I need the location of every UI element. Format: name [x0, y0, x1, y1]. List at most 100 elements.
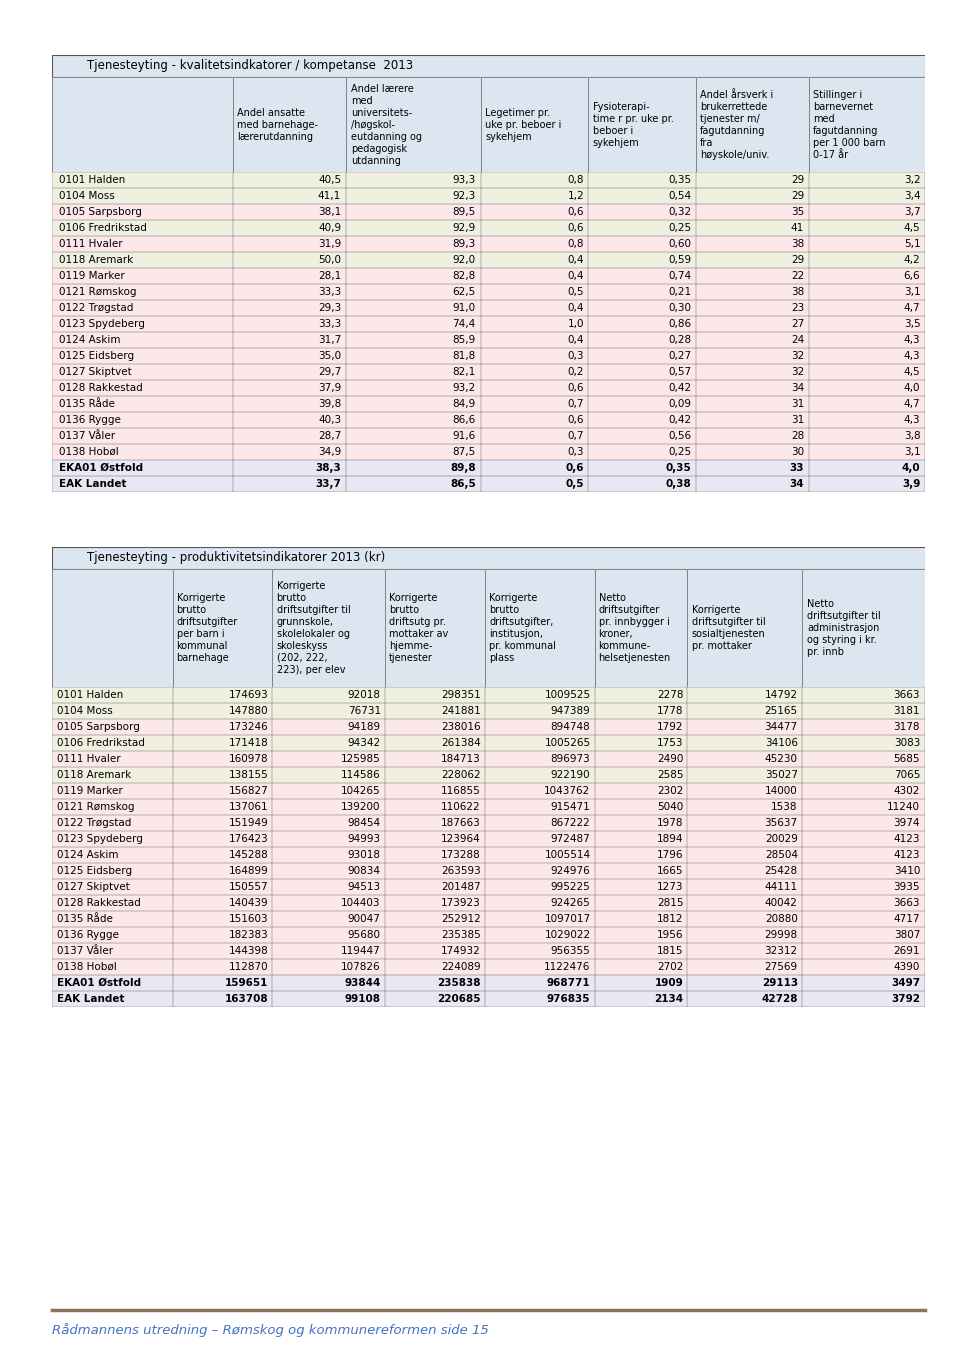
Text: 3663: 3663: [894, 690, 920, 701]
Text: 28,7: 28,7: [318, 431, 341, 440]
Text: 45230: 45230: [765, 753, 798, 764]
Text: 1097017: 1097017: [544, 915, 590, 924]
Text: 1005265: 1005265: [544, 738, 590, 748]
Text: 0136 Rygge: 0136 Rygge: [60, 415, 121, 425]
Text: 82,8: 82,8: [452, 271, 476, 280]
Text: 40,9: 40,9: [318, 224, 341, 233]
Text: 0,8: 0,8: [567, 175, 584, 186]
Text: 89,5: 89,5: [452, 207, 476, 217]
Text: 220685: 220685: [438, 995, 481, 1004]
Text: 6,6: 6,6: [903, 271, 921, 280]
Text: 0,4: 0,4: [567, 304, 584, 313]
Text: 3497: 3497: [891, 978, 920, 988]
Text: 20880: 20880: [765, 915, 798, 924]
Text: Tjenesteyting - kvalitetsindkatorer / kompetanse  2013: Tjenesteyting - kvalitetsindkatorer / ko…: [87, 60, 413, 73]
Text: 123964: 123964: [441, 833, 481, 844]
Text: 0,2: 0,2: [567, 367, 584, 377]
Text: 1778: 1778: [657, 706, 684, 715]
Text: 85,9: 85,9: [452, 335, 476, 346]
Text: 37,9: 37,9: [318, 383, 341, 393]
Text: 1815: 1815: [657, 946, 684, 957]
Text: 34106: 34106: [765, 738, 798, 748]
Text: 0138 Hobøl: 0138 Hobøl: [57, 962, 116, 972]
Text: 0,4: 0,4: [567, 255, 584, 266]
Text: Netto
driftsutgifter til
administrasjon
og styring i kr.
pr. innb: Netto driftsutgifter til administrasjon …: [807, 599, 881, 657]
Text: 40042: 40042: [765, 898, 798, 908]
Text: 0,59: 0,59: [668, 255, 691, 266]
Text: 35027: 35027: [765, 770, 798, 780]
Text: 156827: 156827: [228, 786, 268, 795]
Text: Korrigerte
brutto
driftsutgifter til
grunnskole,
skolelokaler og
skoleskyss
(202: Korrigerte brutto driftsutgifter til gru…: [276, 581, 350, 675]
Text: 3,4: 3,4: [903, 191, 921, 201]
Text: Netto
driftsutgifter
pr. innbygger i
kroner,
kommune-
helsetjenesten: Netto driftsutgifter pr. innbygger i kro…: [599, 593, 671, 663]
Text: 0,38: 0,38: [665, 480, 691, 489]
Text: 0,4: 0,4: [567, 335, 584, 346]
Text: 20029: 20029: [765, 833, 798, 844]
Text: 3178: 3178: [894, 722, 920, 732]
Text: 28504: 28504: [765, 850, 798, 860]
Text: 3792: 3792: [891, 995, 920, 1004]
Text: 0,5: 0,5: [567, 287, 584, 297]
Text: 4,3: 4,3: [903, 335, 921, 346]
Text: 93844: 93844: [345, 978, 381, 988]
Text: 3807: 3807: [894, 930, 920, 940]
Text: 0135 Råde: 0135 Råde: [60, 398, 115, 409]
Text: 98454: 98454: [348, 818, 381, 828]
Text: 0,74: 0,74: [668, 271, 691, 280]
Text: 92,0: 92,0: [452, 255, 476, 266]
Text: 5,1: 5,1: [903, 238, 921, 249]
Text: 1894: 1894: [657, 833, 684, 844]
Text: 2815: 2815: [657, 898, 684, 908]
Text: 90047: 90047: [348, 915, 381, 924]
Text: 0,25: 0,25: [668, 224, 691, 233]
Text: 956355: 956355: [551, 946, 590, 957]
Text: 0122 Trøgstad: 0122 Trøgstad: [57, 818, 132, 828]
Text: 3,2: 3,2: [903, 175, 921, 186]
Text: 0137 Våler: 0137 Våler: [57, 946, 113, 957]
Text: 1273: 1273: [657, 882, 684, 892]
Text: 4,0: 4,0: [901, 463, 921, 473]
Text: 4,5: 4,5: [903, 224, 921, 233]
Text: 3974: 3974: [894, 818, 920, 828]
Text: Korrigerte
driftsutgifter til
sosialtjenesten
pr. mottaker: Korrigerte driftsutgifter til sosialtjen…: [692, 604, 765, 650]
Text: 4,2: 4,2: [903, 255, 921, 266]
Text: Andel lærere
med
universitets-
/høgskol-
eutdanning og
pedagogisk
utdanning: Andel lærere med universitets- /høgskol-…: [351, 84, 422, 165]
Text: 0,42: 0,42: [668, 383, 691, 393]
Text: 25428: 25428: [765, 866, 798, 875]
Text: 2134: 2134: [655, 995, 684, 1004]
Text: 107826: 107826: [341, 962, 381, 972]
Text: 38: 38: [791, 287, 804, 297]
Text: 1956: 1956: [657, 930, 684, 940]
Text: 91,0: 91,0: [452, 304, 476, 313]
Text: 0,6: 0,6: [567, 224, 584, 233]
Text: 0106 Fredrikstad: 0106 Fredrikstad: [60, 224, 147, 233]
Text: 0,32: 0,32: [668, 207, 691, 217]
Text: 4302: 4302: [894, 786, 920, 795]
Text: 187663: 187663: [441, 818, 481, 828]
Text: 968771: 968771: [547, 978, 590, 988]
Text: 0135 Råde: 0135 Råde: [57, 915, 112, 924]
Text: 3083: 3083: [894, 738, 920, 748]
Text: 163708: 163708: [225, 995, 268, 1004]
Text: 0,6: 0,6: [567, 415, 584, 425]
Text: 0,8: 0,8: [567, 238, 584, 249]
Text: 924976: 924976: [551, 866, 590, 875]
Text: 7065: 7065: [894, 770, 920, 780]
Text: 38,3: 38,3: [316, 463, 341, 473]
Text: 252912: 252912: [441, 915, 481, 924]
Text: 144398: 144398: [228, 946, 268, 957]
Text: 86,6: 86,6: [452, 415, 476, 425]
Text: 4,3: 4,3: [903, 351, 921, 360]
Text: EAK Landet: EAK Landet: [57, 995, 125, 1004]
Text: 1029022: 1029022: [544, 930, 590, 940]
Text: 159651: 159651: [225, 978, 268, 988]
Text: 32: 32: [791, 367, 804, 377]
Text: 173923: 173923: [441, 898, 481, 908]
Text: 4717: 4717: [894, 915, 920, 924]
Text: 0,6: 0,6: [567, 207, 584, 217]
Text: 147880: 147880: [228, 706, 268, 715]
Text: 182383: 182383: [228, 930, 268, 940]
Text: 38: 38: [791, 238, 804, 249]
Text: 1812: 1812: [657, 915, 684, 924]
Text: 0128 Rakkestad: 0128 Rakkestad: [60, 383, 143, 393]
